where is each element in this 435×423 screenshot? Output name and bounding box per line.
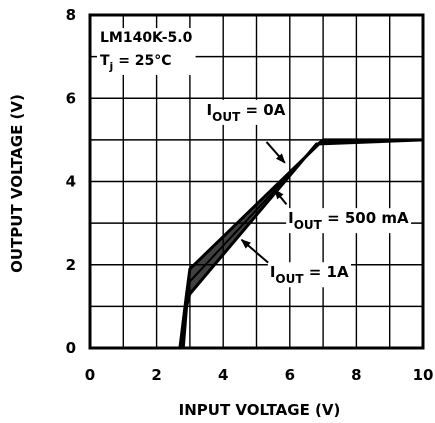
- chart-title-box: LM140K-5.0 Tj = 25°C: [96, 28, 196, 75]
- annotation-label: IOUT = 1A: [270, 263, 349, 286]
- y-tick-label: 2: [66, 256, 76, 274]
- series-annotation-1: IOUT = 0A: [204, 99, 288, 164]
- axis-layer: 0 2 4 6 8 10 0 2 4 6 8 INPUT VOLTAGE (V) OUTPUT VOLT…: [8, 6, 433, 419]
- x-tick-label: 4: [218, 366, 228, 384]
- x-axis-title: INPUT VOLTAGE (V): [179, 401, 341, 419]
- annotation-layer: IOUT = 0A IOUT = 500 mA IOUT = 1A: [204, 99, 412, 288]
- y-tick-label: 6: [66, 89, 76, 107]
- annotation-arrow: [265, 141, 286, 164]
- annotation-arrow: [240, 239, 269, 264]
- annotation-label: IOUT = 0A: [207, 101, 286, 124]
- y-tick-label: 8: [66, 6, 76, 24]
- y-tick-label: 0: [66, 339, 76, 357]
- plot-frame: [88, 13, 425, 350]
- series-annotation-3: IOUT = 1A: [240, 239, 352, 288]
- series-layer: [178, 138, 424, 349]
- series-band: [179, 139, 423, 348]
- x-tick-label: 10: [413, 366, 434, 384]
- y-tick-label: 4: [66, 173, 76, 191]
- series-line-3: [181, 138, 424, 349]
- series-line-1: [178, 138, 423, 349]
- chart-condition: Tj = 25°C: [100, 53, 172, 73]
- chart-title: LM140K-5.0: [100, 30, 193, 46]
- x-tick-label: 8: [351, 366, 361, 384]
- x-tick-label: 0: [85, 366, 95, 384]
- annotation-arrow: [274, 189, 288, 206]
- x-tick-label: 2: [151, 366, 161, 384]
- x-tick-label: 6: [285, 366, 295, 384]
- series-annotation-2: IOUT = 500 mA: [274, 189, 412, 234]
- title-layer: LM140K-5.0 Tj = 25°C: [96, 28, 196, 75]
- annotation-label: IOUT = 500 mA: [288, 209, 409, 232]
- y-axis-title: OUTPUT VOLTAGE (V): [8, 94, 26, 273]
